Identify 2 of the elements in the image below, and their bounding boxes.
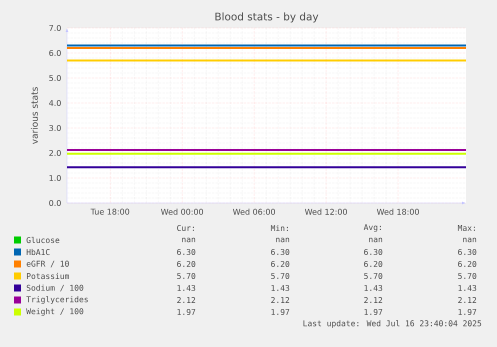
y-axis-title: various stats [30, 87, 38, 144]
chart-title: Blood stats - by day [215, 12, 318, 22]
